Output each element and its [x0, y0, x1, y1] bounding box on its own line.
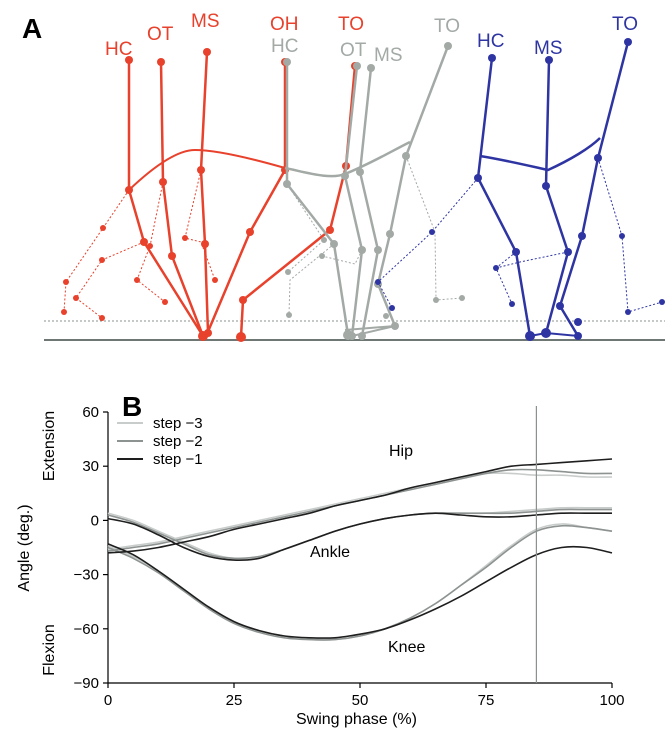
gray-joint-markers	[283, 42, 465, 340]
red-label-oh: OH	[270, 14, 299, 35]
red-label-to: TO	[338, 14, 364, 35]
gray-leg-hc	[285, 62, 350, 336]
stick-figure-blue: HC MS TO	[375, 14, 665, 341]
chart-legend: step −3 step −2 step −1	[117, 415, 203, 468]
gray-contra-leg-3	[321, 249, 363, 265]
x-tick-label: 25	[226, 692, 243, 709]
legend-label-step-2: step −2	[153, 433, 203, 450]
blue-contra-leg-1	[377, 177, 479, 309]
series-line-knee-2	[107, 524, 613, 641]
y-tick-label: 0	[91, 512, 99, 529]
blue-label-hc: HC	[477, 31, 504, 52]
joint-label-knee: Knee	[388, 639, 425, 656]
x-axis-label: Swing phase (%)	[296, 711, 417, 728]
panel-a-letter: A	[22, 13, 42, 44]
series-line-hip-3	[107, 472, 613, 551]
blue-label-to: TO	[612, 14, 638, 35]
red-leg-hc	[127, 60, 205, 337]
gray-label-ms: MS	[374, 45, 403, 66]
red-label-ot: OT	[147, 24, 174, 45]
blue-contra-leg-3	[495, 251, 569, 269]
blue-trunk-path	[479, 137, 601, 172]
y-tick-label: −90	[74, 675, 99, 692]
x-tick-label: 50	[352, 692, 369, 709]
gray-label-hc: HC	[271, 36, 298, 57]
joint-angle-chart: 60 30 0 −30 −60 −90 0 25 50 75 100 Swing phase (%…	[16, 404, 625, 728]
gray-leg-to	[376, 45, 450, 327]
gray-label-ot: OT	[340, 40, 367, 61]
red-contra-leg-1	[75, 241, 145, 319]
legend-label-step-1: step −1	[153, 451, 203, 468]
series-line-knee-1	[107, 543, 613, 639]
red-leg-ms	[199, 51, 210, 334]
blue-leg-ms	[544, 59, 570, 334]
blue-leg-hc	[476, 57, 532, 337]
blue-contra-leg-2	[495, 251, 517, 305]
gray-leg-ot	[343, 65, 364, 337]
series-line-hip-1	[107, 458, 613, 554]
x-ticks: 0 25 50 75 100	[104, 683, 625, 709]
x-tick-label: 0	[104, 692, 112, 709]
stick-figure-red: HC OT MS OH TO	[61, 11, 364, 342]
series-line-ankle-1	[107, 512, 612, 561]
gray-leg-ms	[358, 67, 380, 337]
y-tick-label: −60	[74, 621, 99, 638]
red-contra-leg-2	[63, 189, 130, 313]
blue-joint-markers	[375, 38, 665, 341]
red-contra-leg-4	[184, 169, 216, 281]
red-leg-ot	[159, 61, 205, 337]
y-ticks: 60 30 0 −30 −60 −90	[74, 404, 108, 692]
joint-label-hip: Hip	[389, 443, 413, 460]
blue-contra-leg-4	[597, 157, 663, 313]
stick-figure-gray: HC OT MS TO	[271, 16, 465, 340]
joint-label-ankle: Ankle	[310, 544, 350, 561]
legend-label-step-3: step −3	[153, 415, 203, 432]
red-trunk-path	[128, 148, 286, 191]
x-tick-label: 100	[599, 692, 624, 709]
panel-b-letter: B	[122, 391, 142, 422]
gray-label-to: TO	[434, 16, 460, 37]
red-label-hc: HC	[105, 39, 132, 60]
blue-leg-to	[558, 41, 630, 337]
series-lines	[107, 458, 613, 641]
stick-figure-panel: HC OT MS OH TO	[44, 11, 665, 342]
y-tick-label: 30	[82, 458, 99, 475]
red-contra-leg-3	[136, 181, 166, 303]
x-tick-label: 75	[478, 692, 495, 709]
red-joint-markers	[61, 48, 359, 342]
y-axis-label: Angle (deg.)	[16, 504, 33, 591]
y-axis-label-flexion: Flexion	[41, 624, 58, 676]
red-label-ms: MS	[191, 11, 220, 32]
y-axis-label-extension: Extension	[41, 411, 58, 481]
gray-contra-leg-2	[288, 243, 335, 316]
gray-contra-leg-4	[405, 155, 463, 301]
red-leg-oh	[205, 62, 287, 335]
y-tick-label: −30	[74, 567, 99, 584]
blue-label-ms: MS	[534, 38, 563, 59]
blue-feet	[529, 305, 580, 338]
y-tick-label: 60	[82, 404, 99, 421]
